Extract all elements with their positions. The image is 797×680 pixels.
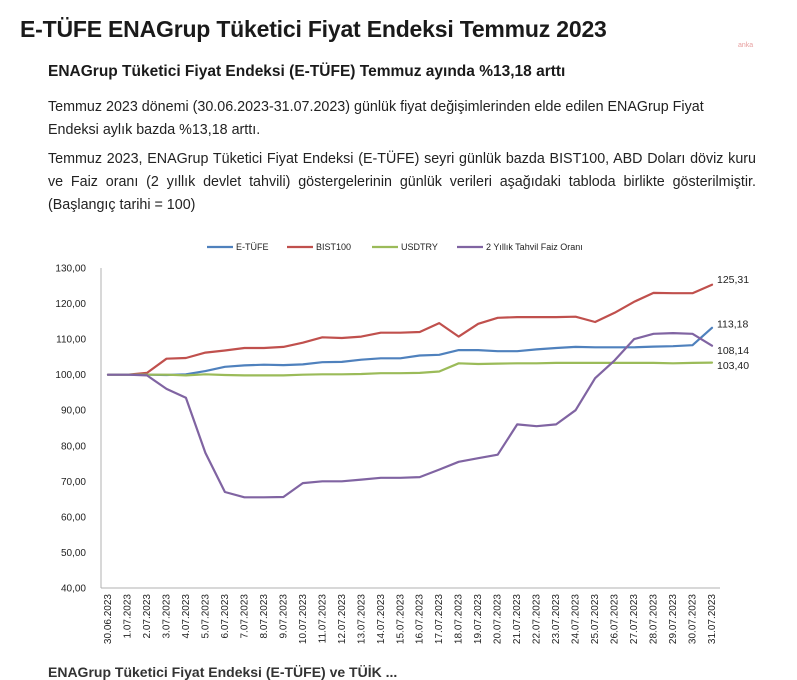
y-tick-label: 90,00: [61, 406, 86, 417]
x-tick-label: 2.07.2023: [142, 594, 153, 639]
legend-label: 2 Yıllık Tahvil Faiz Oranı: [486, 242, 583, 252]
series-line-bist100: [106, 283, 714, 376]
x-tick-label: 20.07.2023: [493, 594, 504, 644]
x-tick-label: 12.07.2023: [337, 594, 348, 644]
end-value-label: 108,14: [717, 345, 749, 357]
series-line-e-t-fe: [106, 326, 714, 377]
x-tick-label: 31.07.2023: [707, 594, 718, 644]
x-tick-label: 17.07.2023: [434, 594, 445, 644]
x-tick-label: 11.07.2023: [317, 594, 328, 644]
x-tick-label: 22.07.2023: [532, 594, 543, 644]
x-tick-label: 21.07.2023: [512, 594, 523, 644]
y-tick-label: 110,00: [56, 335, 86, 346]
x-tick-label: 27.07.2023: [629, 594, 640, 644]
cutoff-next-heading: ENAGrup Tüketici Fiyat Endeksi (E-TÜFE) …: [48, 664, 398, 680]
y-tick-label: 80,00: [61, 441, 86, 452]
x-tick-label: 29.07.2023: [668, 594, 679, 644]
y-tick-label: 40,00: [61, 584, 86, 595]
x-tick-label: 19.07.2023: [473, 594, 484, 644]
x-tick-label: 10.07.2023: [298, 594, 309, 644]
x-tick-label: 26.07.2023: [610, 594, 621, 644]
series-line-2-y-ll-k-tahvil-faiz-oran-: [106, 332, 714, 499]
y-tick-label: 70,00: [61, 477, 86, 488]
x-tick-label: 7.07.2023: [239, 594, 250, 639]
watermark: anka: [738, 42, 754, 49]
end-value-label: 103,40: [717, 360, 749, 372]
x-tick-label: 30.07.2023: [688, 594, 699, 644]
page-title: E-TÜFE ENAGrup Tüketici Fiyat Endeksi Te…: [20, 16, 607, 42]
x-tick-label: 16.07.2023: [415, 594, 426, 644]
legend-label: E-TÜFE: [236, 242, 269, 252]
end-value-label: 125,31: [717, 274, 749, 286]
y-tick-label: 120,00: [55, 299, 86, 310]
x-tick-label: 5.07.2023: [200, 594, 211, 639]
x-tick-label: 24.07.2023: [571, 594, 582, 644]
legend-label: USDTRY: [401, 242, 438, 252]
y-tick-label: 60,00: [61, 512, 86, 523]
end-value-label: 113,18: [717, 318, 748, 330]
y-tick-label: 130,00: [55, 264, 86, 275]
x-tick-label: 18.07.2023: [454, 594, 465, 644]
x-tick-label: 13.07.2023: [356, 594, 367, 644]
y-tick-label: 50,00: [61, 548, 86, 559]
x-tick-label: 15.07.2023: [395, 594, 406, 644]
x-tick-label: 8.07.2023: [259, 594, 270, 639]
x-tick-label: 9.07.2023: [278, 594, 289, 639]
y-tick-label: 100,00: [55, 370, 86, 381]
paragraph-chart-description: Temmuz 2023, ENAGrup Tüketici Fiyat Ende…: [48, 151, 756, 213]
legend-label: BIST100: [316, 242, 351, 252]
x-tick-label: 14.07.2023: [376, 594, 387, 644]
x-tick-label: 28.07.2023: [649, 594, 660, 644]
x-tick-label: 23.07.2023: [551, 594, 562, 644]
x-tick-label: 25.07.2023: [590, 594, 601, 644]
x-tick-label: 4.07.2023: [181, 594, 192, 639]
paragraph-monthly-change: Temmuz 2023 dönemi (30.06.2023-31.07.202…: [48, 99, 704, 138]
x-tick-label: 30.06.2023: [103, 594, 114, 644]
x-tick-label: 6.07.2023: [220, 594, 231, 639]
series-line-usdtry: [106, 361, 714, 377]
x-tick-label: 1.07.2023: [122, 594, 133, 639]
subtitle: ENAGrup Tüketici Fiyat Endeksi (E-TÜFE) …: [48, 63, 566, 80]
x-tick-label: 3.07.2023: [161, 594, 172, 639]
